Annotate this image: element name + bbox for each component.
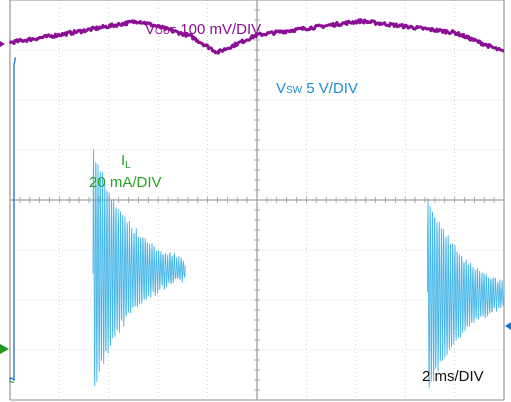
- vsw-ringing: [92, 149, 186, 387]
- il-trace: [9, 380, 15, 384]
- il-scale-label: 20 mA/DIV: [89, 174, 162, 191]
- il-label: IL: [121, 152, 131, 171]
- vout-scale-label: VOUT 100 mV/DIV: [145, 21, 261, 38]
- timebase-label: 2 ms/DIV: [422, 368, 484, 385]
- traces: [8, 18, 505, 388]
- vout-trace: [8, 18, 505, 55]
- vsw-trace: [9, 57, 17, 382]
- vsw-ringing: [426, 198, 505, 388]
- trigger-marker: [505, 322, 511, 330]
- vout-ground-marker: [0, 41, 5, 47]
- vsw-scale-label: VSW 5 V/DIV: [276, 80, 358, 97]
- il-ground-marker: [0, 344, 9, 354]
